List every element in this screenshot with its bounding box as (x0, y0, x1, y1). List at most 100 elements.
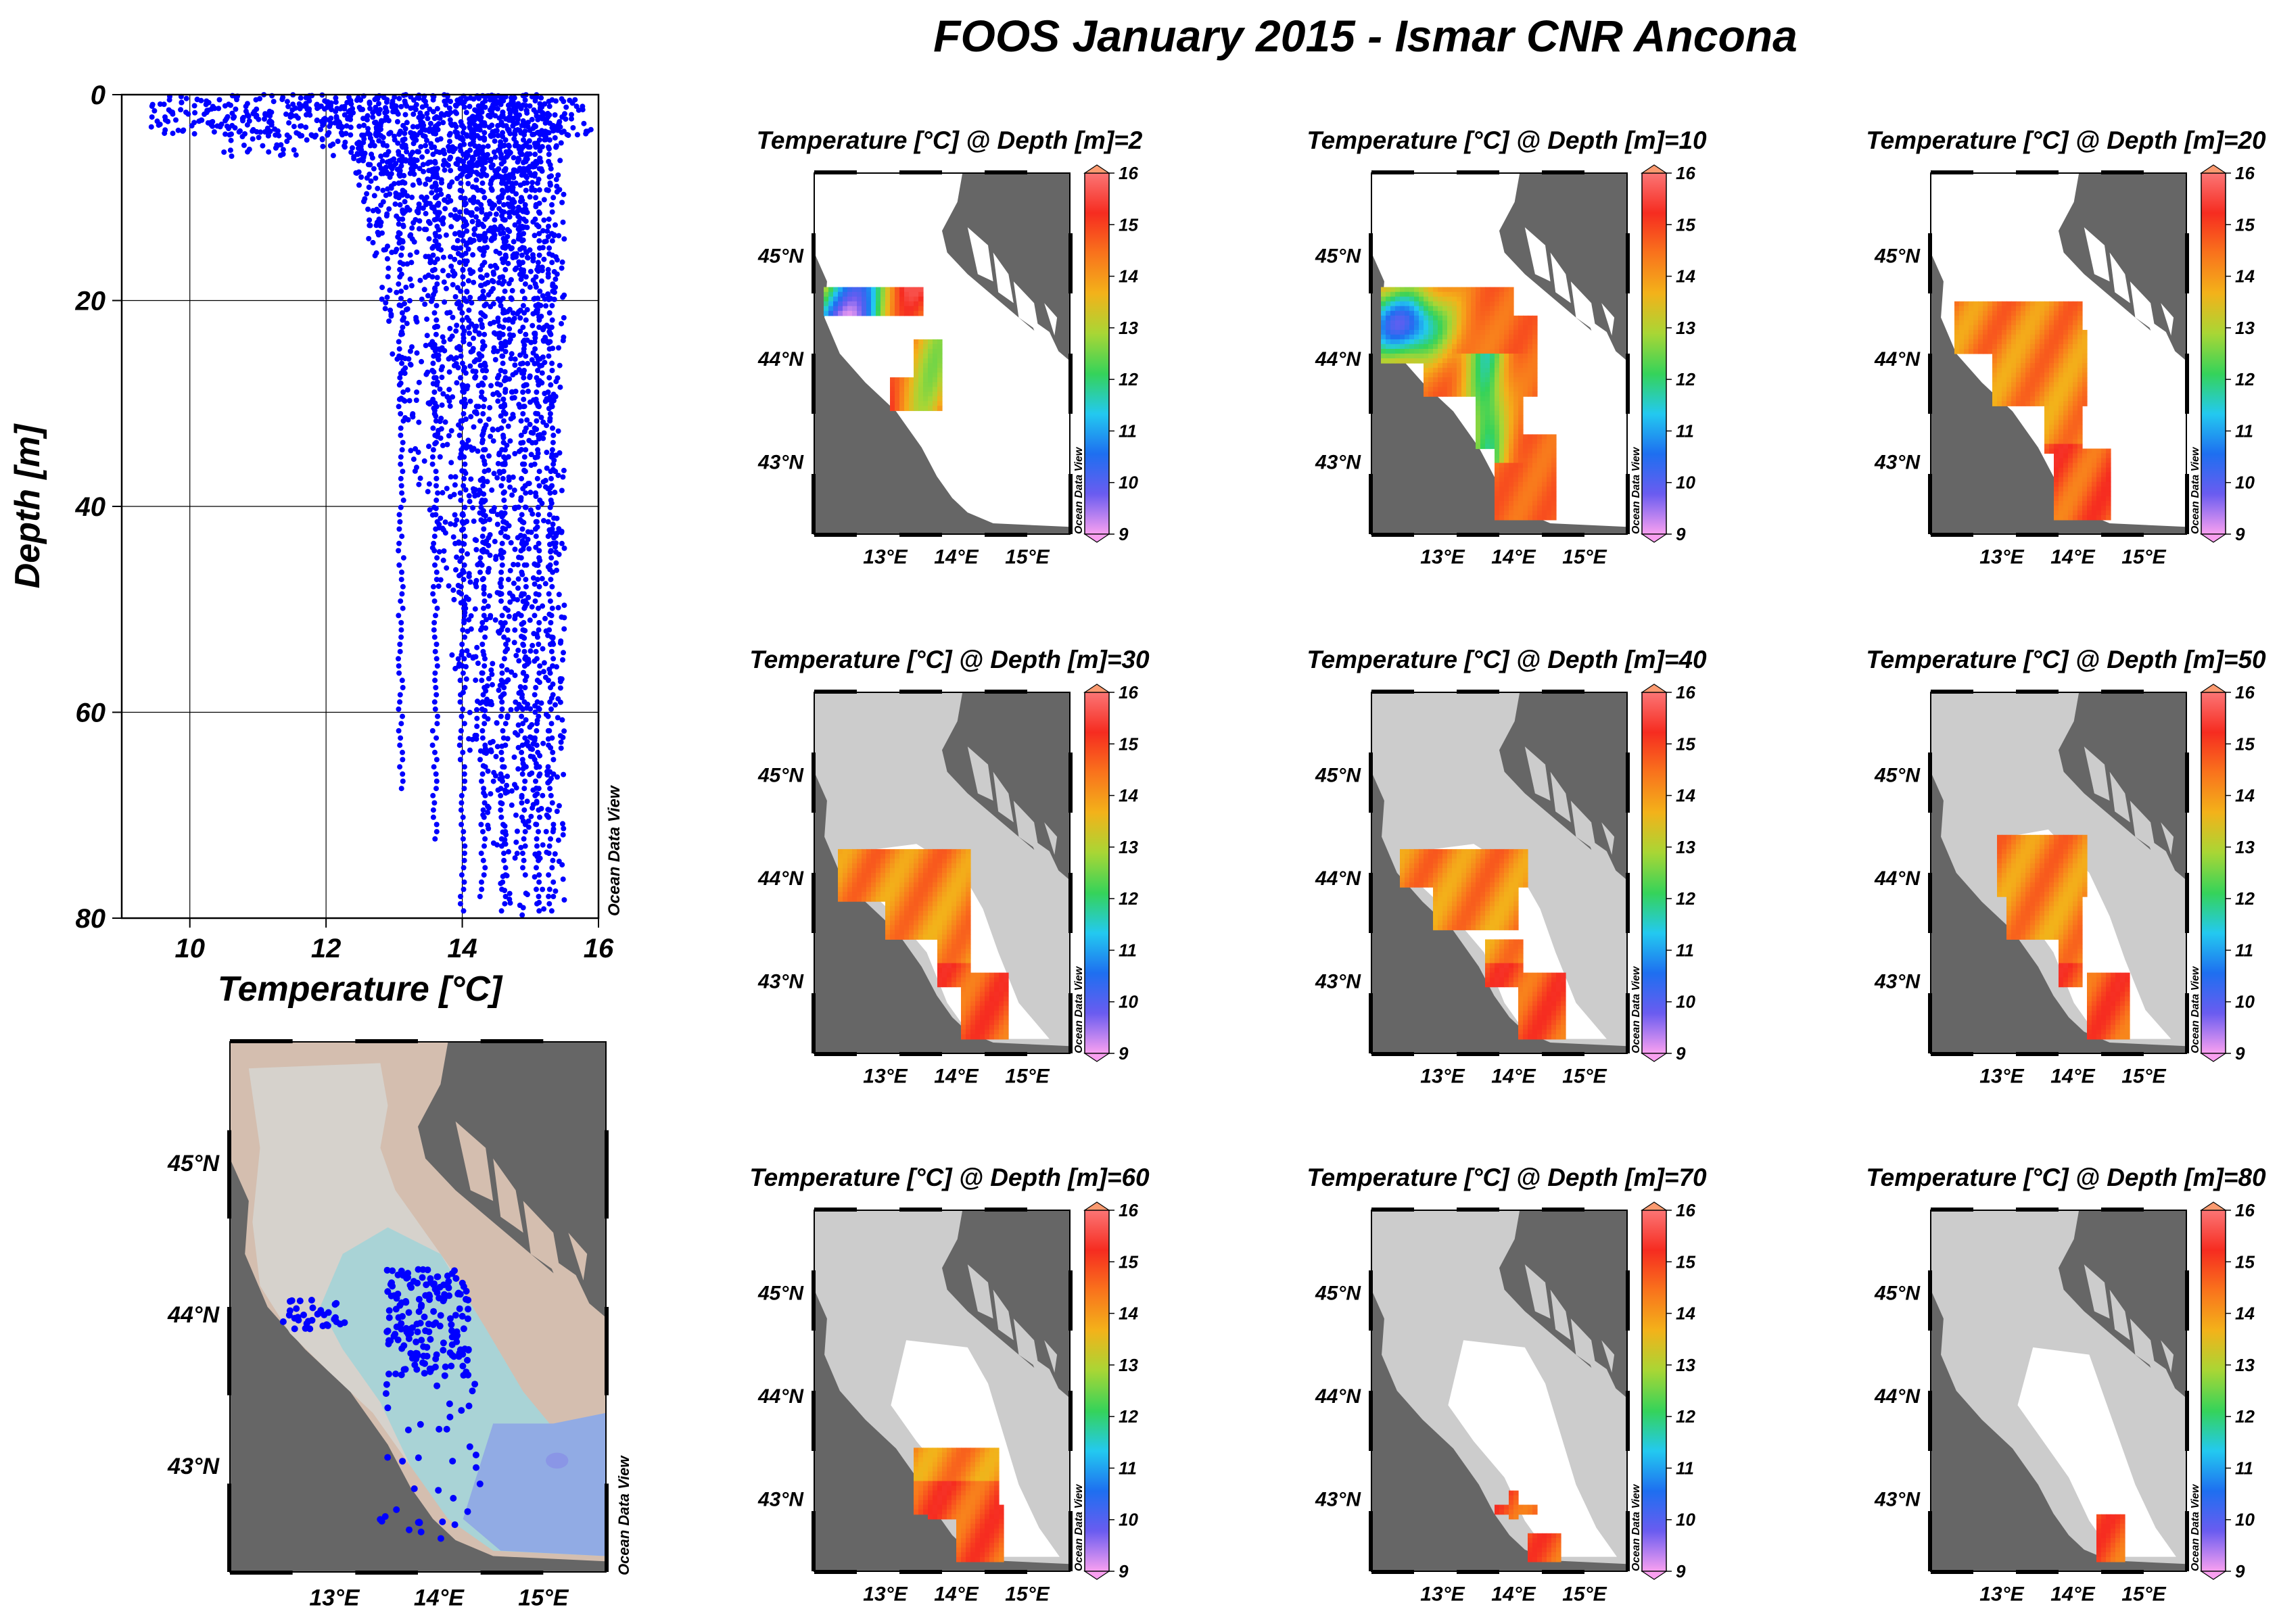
profile-point (473, 114, 479, 120)
temperature-cell (1457, 382, 1462, 387)
profile-point (478, 821, 484, 828)
temperature-cell (1480, 291, 1486, 297)
profile-point (513, 180, 519, 186)
profile-point (534, 865, 539, 871)
profile-point (459, 512, 465, 518)
temperature-cell (1461, 301, 1467, 307)
temperature-cell (1513, 349, 1519, 354)
profile-point (400, 749, 405, 755)
profile-point (396, 180, 402, 186)
temperature-cell (899, 296, 905, 302)
temperature-cell (1518, 363, 1524, 368)
profile-point (468, 414, 474, 420)
profile-point (532, 122, 538, 128)
profile-point (333, 95, 339, 101)
temperature-cell (1499, 420, 1505, 425)
station-point (429, 1321, 437, 1329)
profile-point (383, 99, 390, 105)
profile-point (400, 137, 406, 143)
profile-point (407, 276, 413, 282)
profile-point (534, 836, 540, 842)
profile-point (408, 152, 414, 158)
profile-point (361, 122, 367, 128)
profile-point (464, 133, 470, 139)
profile-point (510, 205, 516, 211)
temperature-cell (1433, 334, 1438, 340)
temperature-cell (1490, 444, 1495, 450)
profile-point (402, 199, 408, 205)
station-point (325, 1309, 332, 1316)
profile-point (515, 562, 521, 568)
temperature-cell (1428, 334, 1434, 340)
temperature-cell (1480, 320, 1486, 326)
profile-point (492, 773, 498, 779)
profile-point (553, 888, 559, 894)
profile-point (433, 439, 439, 446)
station-point (448, 1327, 455, 1335)
profile-point (409, 344, 415, 350)
temperature-cell (1509, 496, 1514, 502)
temperature-cell (1499, 410, 1505, 416)
profile-point (518, 555, 524, 561)
y-tick-label: 40 (75, 492, 106, 522)
profile-point (559, 96, 565, 102)
profile-point (419, 296, 425, 302)
station-point (402, 1297, 409, 1305)
profile-point (519, 223, 525, 229)
profile-point (496, 687, 502, 693)
profile-point (502, 343, 509, 349)
profile-point (532, 281, 538, 287)
profile-point (473, 677, 479, 684)
profile-point (499, 281, 505, 287)
profile-point (314, 118, 320, 124)
profile-point (498, 512, 504, 518)
temperature-cell (918, 358, 924, 364)
profile-point (440, 557, 446, 563)
profile-point (481, 663, 488, 669)
profile-point (330, 153, 336, 159)
temperature-cell (1504, 301, 1509, 307)
profile-point (380, 166, 386, 172)
profile-point (356, 145, 361, 151)
temperature-cell (1495, 377, 1500, 383)
temperature-cell (1386, 306, 1391, 312)
profile-point (511, 136, 517, 142)
temperature-cell (904, 296, 910, 302)
profile-point (471, 335, 476, 341)
temperature-cell (1409, 343, 1415, 350)
profile-point (355, 151, 360, 158)
profile-point (548, 706, 554, 712)
profile-point (429, 274, 436, 280)
profile-point (509, 492, 515, 498)
profile-point (328, 115, 334, 121)
profile-point (400, 469, 406, 475)
temperature-cell (937, 396, 943, 402)
profile-point (512, 506, 518, 512)
temperature-cell (1509, 373, 1514, 378)
temperature-cell (1433, 301, 1438, 307)
temperature-cell (1509, 415, 1514, 421)
profile-point (534, 901, 540, 907)
profile-point (569, 116, 574, 122)
profile-point (549, 583, 555, 590)
frame-bar (605, 1130, 609, 1219)
temperature-cell (1504, 315, 1509, 321)
profile-point (457, 757, 463, 763)
profile-point (479, 642, 486, 647)
profile-point (512, 222, 518, 228)
station-point (399, 1313, 406, 1320)
profile-point (432, 180, 438, 186)
profile-point (411, 157, 417, 163)
temperature-cell (1499, 387, 1505, 392)
profile-point (496, 199, 502, 205)
temperature-cell (1509, 396, 1514, 402)
profile-point (524, 892, 530, 897)
profile-point (397, 231, 403, 237)
temperature-cell (1442, 387, 1448, 392)
station-point (417, 1528, 425, 1535)
temperature-cell (918, 401, 924, 406)
temperature-cell (1452, 315, 1457, 321)
station-point (406, 1281, 414, 1289)
temperature-cell (1471, 377, 1476, 383)
profile-point (511, 155, 517, 161)
